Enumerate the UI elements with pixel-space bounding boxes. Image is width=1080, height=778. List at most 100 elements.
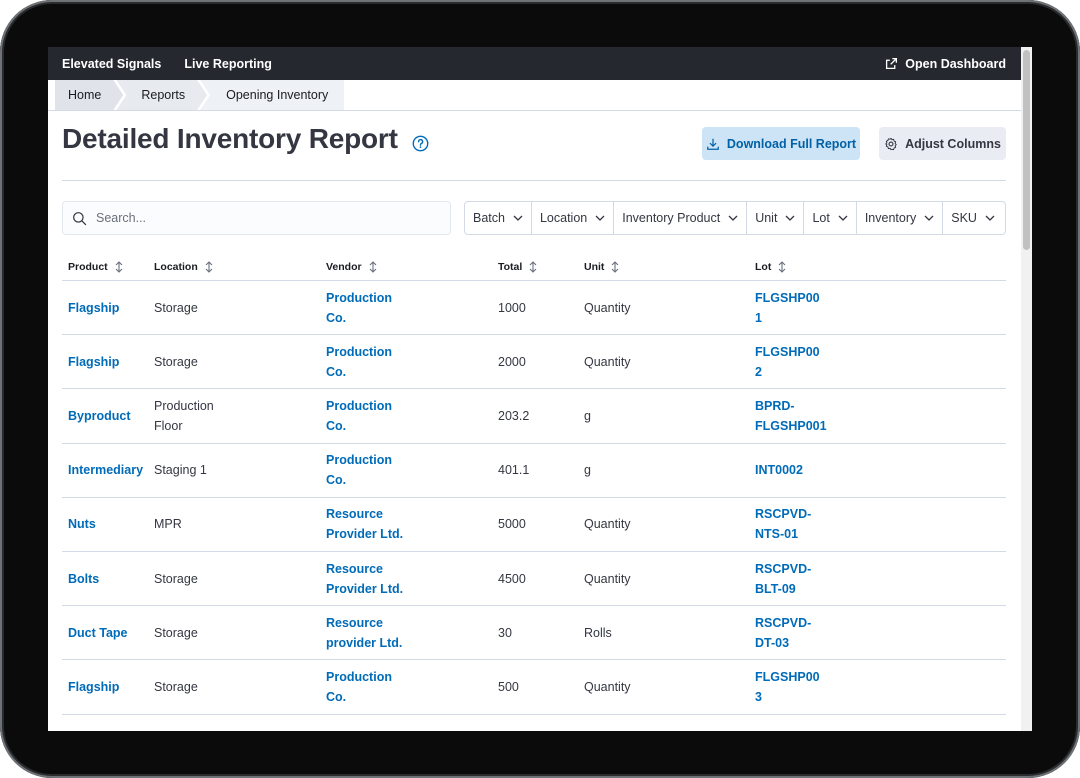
column-label: Total xyxy=(498,260,523,273)
sort-icon xyxy=(115,260,123,273)
filter-lot[interactable]: Lot xyxy=(804,202,857,234)
lot-link[interactable]: RSCPVD-DT-03 xyxy=(755,615,812,650)
product-link[interactable]: Nuts xyxy=(68,517,96,532)
download-full-report-button[interactable]: Download Full Report xyxy=(702,127,860,160)
breadcrumb: Home Reports Opening Inventory xyxy=(55,80,345,110)
filter-inventory-product[interactable]: Inventory Product xyxy=(614,202,748,234)
unit-cell: Rolls xyxy=(584,625,612,640)
filter-label: Batch xyxy=(473,211,505,225)
lot-link[interactable]: RSCPVD-NTS-01 xyxy=(755,507,812,542)
filter-inventory[interactable]: Inventory xyxy=(857,202,944,234)
column-header-location[interactable]: Location xyxy=(148,261,320,273)
product-link[interactable]: Flagship xyxy=(68,300,120,315)
filter-unit[interactable]: Unit xyxy=(747,202,805,234)
lot-link[interactable]: RSCPVD-BLT-09 xyxy=(755,561,812,596)
column-label: Lot xyxy=(755,260,772,273)
nav-link-live-reporting[interactable]: Live Reporting xyxy=(184,56,272,71)
table-row: Byproduct Production Floor Production Co… xyxy=(62,389,1006,444)
lot-link[interactable]: FLGSHP003 xyxy=(755,669,820,704)
column-header-lot[interactable]: Lot xyxy=(749,261,1006,273)
table-row: Flagship Storage Production Co. 500 Quan… xyxy=(62,660,1006,715)
lot-link-text: BPRD-FLGSHP001 xyxy=(755,398,827,433)
table-row: Flagship Storage Production Co. 1000 Qua… xyxy=(62,281,1006,336)
product-link[interactable]: Flagship xyxy=(68,679,120,694)
location-cell: Storage xyxy=(154,300,198,315)
chevron-down-icon xyxy=(924,215,934,221)
location-cell: Storage xyxy=(154,354,198,369)
vendor-link[interactable]: Production Co. xyxy=(326,344,392,379)
chevron-down-icon xyxy=(595,215,605,221)
column-header-unit[interactable]: Unit xyxy=(578,261,749,273)
vendor-link[interactable]: Resource Provider Ltd. xyxy=(326,561,404,596)
total-cell: 2000 xyxy=(498,354,526,369)
product-link[interactable]: Duct Tape xyxy=(68,625,128,640)
unit-cell: Quantity xyxy=(584,679,631,694)
breadcrumb-home[interactable]: Home xyxy=(55,80,123,110)
filter-label: Inventory Product xyxy=(622,211,721,225)
open-dashboard-label: Open Dashboard xyxy=(905,56,1006,71)
brand-name[interactable]: Elevated Signals xyxy=(62,56,162,71)
scrollbar-track[interactable] xyxy=(1021,47,1032,731)
vendor-link[interactable]: Production Co. xyxy=(326,290,392,325)
chevron-down-icon xyxy=(728,215,738,221)
product-link[interactable]: Bolts xyxy=(68,571,100,586)
unit-cell: g xyxy=(584,408,591,423)
filter-label: Unit xyxy=(755,211,778,225)
location-cell: Storage xyxy=(154,571,198,586)
total-cell: 30 xyxy=(498,625,512,640)
total-cell: 401.1 xyxy=(498,463,530,478)
lot-link[interactable]: INT0002 xyxy=(755,463,803,478)
help-icon[interactable] xyxy=(412,135,429,152)
lot-link[interactable]: FLGSHP001 xyxy=(755,290,820,325)
total-cell: 5000 xyxy=(498,517,526,532)
adjust-columns-button[interactable]: Adjust Columns xyxy=(879,127,1006,160)
location-cell: MPR xyxy=(154,517,182,532)
breadcrumb-divider xyxy=(48,110,1023,111)
table-header: Product Location Vendor Total Unit Lot xyxy=(62,253,1006,281)
total-cell: 4500 xyxy=(498,571,526,586)
download-label: Download Full Report xyxy=(726,136,857,151)
external-link-icon xyxy=(886,57,898,70)
vendor-link[interactable]: Production Co. xyxy=(326,398,392,433)
column-header-vendor[interactable]: Vendor xyxy=(320,261,492,273)
scrollbar-thumb[interactable] xyxy=(1023,50,1030,250)
total-cell: 500 xyxy=(498,679,519,694)
filter-label: Inventory xyxy=(864,211,917,225)
open-dashboard-link[interactable]: Open Dashboard xyxy=(885,57,1006,71)
filter-location[interactable]: Location xyxy=(532,202,615,234)
inventory-table: Product Location Vendor Total Unit Lot F… xyxy=(62,253,1006,715)
filter-sku[interactable]: SKU xyxy=(943,202,1003,234)
filter-label: Location xyxy=(539,211,588,225)
search-field[interactable] xyxy=(62,201,451,235)
product-link[interactable]: Flagship xyxy=(68,354,120,369)
filter-label: Lot xyxy=(812,211,830,225)
sort-icon xyxy=(369,260,376,273)
sort-icon xyxy=(205,260,213,273)
breadcrumb-reports[interactable]: Reports xyxy=(116,80,207,110)
gear-icon xyxy=(885,137,897,150)
lot-link[interactable]: FLGSHP002 xyxy=(755,344,820,379)
chevron-down-icon xyxy=(785,215,795,221)
unit-cell: Quantity xyxy=(584,354,631,369)
vendor-link[interactable]: Resource Provider Ltd. xyxy=(326,507,404,542)
table-row: Nuts MPR Resource Provider Ltd. 5000 Qua… xyxy=(62,498,1006,552)
vendor-link[interactable]: Resource provider Ltd. xyxy=(326,615,403,650)
location-cell: Production Floor xyxy=(154,398,214,433)
adjust-label: Adjust Columns xyxy=(905,136,1001,151)
search-input[interactable] xyxy=(96,211,436,225)
filter-batch[interactable]: Batch xyxy=(465,202,532,234)
table-row: Bolts Storage Resource Provider Ltd. 450… xyxy=(62,552,1006,607)
vendor-link[interactable]: Production Co. xyxy=(326,669,392,704)
location-cell: Storage xyxy=(154,679,198,694)
header-divider xyxy=(62,180,1006,181)
column-header-total[interactable]: Total xyxy=(492,261,578,273)
table-row: Intermediary Staging 1 Production Co. 40… xyxy=(62,444,1006,498)
unit-cell: Quantity xyxy=(584,517,631,532)
vendor-link[interactable]: Production Co. xyxy=(326,453,392,488)
lot-link[interactable]: BPRD-FLGSHP001 xyxy=(749,396,1006,436)
chevron-down-icon xyxy=(838,215,848,221)
column-header-product[interactable]: Product xyxy=(62,261,148,273)
breadcrumb-opening-inventory: Opening Inventory xyxy=(200,80,345,110)
product-link[interactable]: Byproduct xyxy=(68,408,131,423)
product-link[interactable]: Intermediary xyxy=(68,463,144,478)
